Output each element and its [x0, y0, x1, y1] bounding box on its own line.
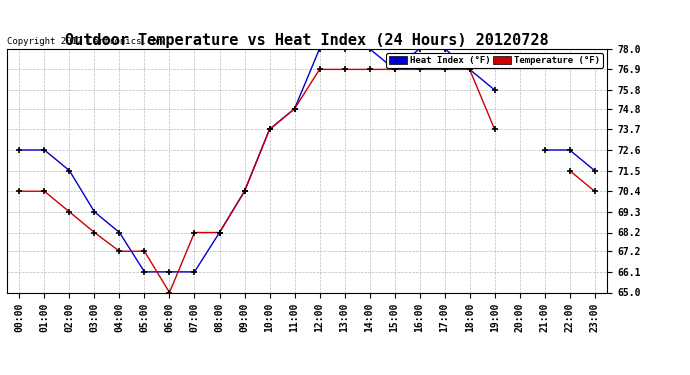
Legend: Heat Index (°F), Temperature (°F): Heat Index (°F), Temperature (°F) — [386, 53, 602, 68]
Title: Outdoor Temperature vs Heat Index (24 Hours) 20120728: Outdoor Temperature vs Heat Index (24 Ho… — [66, 33, 549, 48]
Text: Copyright 2012 Cartronics.com: Copyright 2012 Cartronics.com — [7, 38, 163, 46]
